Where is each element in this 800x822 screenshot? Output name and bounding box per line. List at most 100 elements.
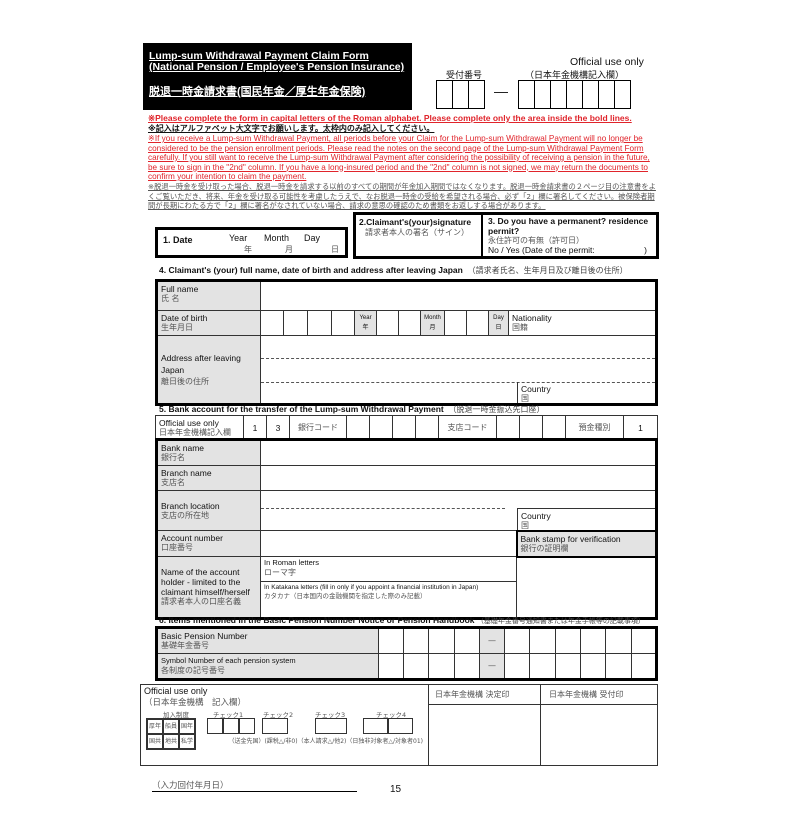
branch-name-input[interactable] bbox=[260, 465, 657, 491]
address-label: Address after leaving Japan 離日後の住所 bbox=[156, 335, 261, 405]
pension-number-cell[interactable] bbox=[453, 653, 480, 680]
day-marker: Day 日 bbox=[488, 310, 509, 336]
pension-number-cell[interactable] bbox=[377, 653, 404, 680]
section-5-heading: 5. Bank account for the transfer of the … bbox=[159, 404, 545, 414]
official-use-label: Official use only bbox=[570, 56, 644, 68]
account-holder-label: Name of the account holder - limited to … bbox=[156, 556, 261, 619]
pension-number-cell[interactable] bbox=[630, 653, 658, 680]
system-cell[interactable]: 私学 bbox=[179, 734, 195, 749]
branch-country-field[interactable]: Country 国 bbox=[517, 508, 655, 530]
check-2-label: チェック2 bbox=[263, 711, 294, 719]
dob-cell[interactable] bbox=[376, 310, 399, 336]
check-1-boxes[interactable] bbox=[207, 718, 255, 734]
address-input[interactable]: Country 国 bbox=[260, 335, 657, 405]
official-jp-label: （日本年金機構記入欄） bbox=[525, 71, 625, 81]
branch-location-input[interactable]: Country 国 bbox=[260, 490, 657, 531]
system-cell[interactable]: 国年 bbox=[179, 719, 195, 734]
nationality-field[interactable]: Nationality 国籍 bbox=[508, 310, 657, 336]
address-country-field[interactable]: Country 国 bbox=[517, 382, 655, 403]
check-2-box[interactable] bbox=[262, 718, 288, 734]
date-label: 1. Date bbox=[163, 235, 193, 245]
pension-number-cell[interactable] bbox=[402, 653, 430, 680]
pension-number-cell[interactable] bbox=[630, 627, 658, 654]
pension-number-cell[interactable] bbox=[428, 653, 455, 680]
system-label: 加入制度 bbox=[163, 711, 189, 719]
bank-stamp-area[interactable] bbox=[516, 556, 657, 619]
number-box[interactable] bbox=[566, 80, 583, 109]
decision-stamp-label: 日本年金機構 決定印 bbox=[429, 685, 540, 705]
system-cell[interactable]: 地共 bbox=[163, 734, 179, 749]
check-note: （送金先国）(課税△/非0)（本人請求△/他2)（日独非対象者△/対象者01) bbox=[228, 738, 423, 745]
day-jp: 日 bbox=[331, 245, 339, 254]
number-box[interactable] bbox=[436, 80, 453, 109]
account-number-input[interactable] bbox=[260, 530, 517, 557]
number-box[interactable] bbox=[534, 80, 551, 109]
dob-cell[interactable] bbox=[444, 310, 467, 336]
bank-name-input[interactable] bbox=[260, 439, 657, 466]
date-field[interactable]: 1. Date Year Month Day 年 月 日 bbox=[155, 227, 348, 258]
pension-number-cell[interactable] bbox=[605, 653, 632, 680]
number-box[interactable] bbox=[550, 80, 567, 109]
pension-number-cell[interactable] bbox=[402, 627, 430, 654]
month-marker: Month 月 bbox=[420, 310, 445, 336]
dob-cell[interactable] bbox=[466, 310, 489, 336]
deposit-type-value: 1 bbox=[623, 415, 658, 441]
branch-code-label: 支店コード bbox=[438, 415, 497, 441]
katakana-field[interactable]: In Katakana letters (fill in only if you… bbox=[264, 584, 479, 600]
pension-number-cell[interactable] bbox=[529, 627, 556, 654]
pension-number-cell[interactable] bbox=[554, 627, 582, 654]
system-cell[interactable]: 厚年 bbox=[147, 719, 163, 734]
number-box[interactable] bbox=[452, 80, 469, 109]
pension-number-cell[interactable] bbox=[504, 627, 531, 654]
pension-number-cell[interactable] bbox=[605, 627, 632, 654]
dob-cell[interactable] bbox=[398, 310, 421, 336]
number-box[interactable] bbox=[614, 80, 631, 109]
receipt-dash: — bbox=[494, 83, 508, 99]
title-en-1: Lump-sum Withdrawal Payment Claim Form bbox=[149, 50, 369, 62]
pension-number-cell[interactable] bbox=[428, 627, 455, 654]
note-jp-main: ※記入はアルファベット大文字でお願いします。太枠内のみ記入してください。 bbox=[148, 124, 435, 133]
dob-cell[interactable] bbox=[307, 310, 332, 336]
residence-options: No / Yes (Date of the permit: bbox=[488, 244, 595, 255]
pension-number-cell[interactable] bbox=[580, 627, 607, 654]
claimant-table: Full name 氏 名 Date of birth 生年月日 Year 年 Mon… bbox=[155, 279, 658, 406]
official-bottom-title: Official use only bbox=[144, 686, 208, 696]
separator-dash: — bbox=[478, 627, 506, 654]
form-title-block: Lump-sum Withdrawal Payment Claim Form (… bbox=[143, 43, 412, 110]
number-box[interactable] bbox=[518, 80, 535, 109]
signature-label: 2.Claimant's(your)signature bbox=[359, 217, 472, 227]
code-2: 3 bbox=[266, 415, 290, 441]
receipt-stamp-label: 日本年金機構 受付印 bbox=[541, 685, 657, 705]
number-box[interactable] bbox=[598, 80, 615, 109]
system-cell[interactable]: 国共 bbox=[147, 734, 163, 749]
dob-cell[interactable] bbox=[331, 310, 355, 336]
pension-number-cell[interactable] bbox=[554, 653, 582, 680]
system-cell[interactable]: 船員 bbox=[163, 719, 179, 734]
month-jp: 月 bbox=[285, 245, 293, 254]
pension-number-cell[interactable] bbox=[529, 653, 556, 680]
signature-field[interactable]: 2.Claimant's(your)signature 請求者本人の署名（サイン… bbox=[356, 215, 483, 256]
roman-letters-field[interactable]: In Roman letters ローマ字 bbox=[261, 557, 516, 582]
check-4-boxes[interactable] bbox=[363, 718, 413, 734]
year-jp: 年 bbox=[244, 245, 252, 254]
system-grid: 厚年 船員 国年国共 地共 私学 bbox=[146, 718, 196, 750]
month-label: Month bbox=[264, 233, 290, 243]
number-box[interactable] bbox=[468, 80, 485, 109]
bank-official-label: Official use only 日本年金機構記入欄 bbox=[155, 415, 244, 441]
pension-number-cell[interactable] bbox=[504, 653, 531, 680]
dob-cell[interactable] bbox=[260, 310, 284, 336]
note-red-para: ※If you receive a Lump-sum Withdrawal Pa… bbox=[148, 134, 650, 181]
account-holder-input[interactable]: In Roman letters ローマ字 In Katakana letters… bbox=[260, 556, 517, 619]
pension-number-cell[interactable] bbox=[580, 653, 607, 680]
pension-number-cell[interactable] bbox=[453, 627, 480, 654]
residence-permit-field[interactable]: 3. Do you have a permanent? residence pe… bbox=[485, 215, 657, 257]
year-marker: Year 年 bbox=[354, 310, 377, 336]
branch-location-label: Branch location 支店の所在地 bbox=[156, 490, 261, 531]
check-3-box[interactable] bbox=[315, 718, 347, 734]
full-name-input[interactable] bbox=[260, 280, 657, 311]
title-jp: 脱退一時金請求書(国民年金／厚生年金保険) bbox=[149, 86, 366, 98]
number-box[interactable] bbox=[582, 80, 599, 109]
dob-cell[interactable] bbox=[283, 310, 308, 336]
signature-jp: 請求者本人の署名（サイン） bbox=[365, 228, 469, 237]
pension-number-cell[interactable] bbox=[377, 627, 404, 654]
